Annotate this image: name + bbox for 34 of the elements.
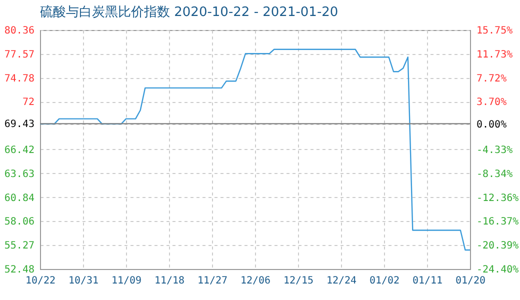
x-tick-label: 12/06 [240, 276, 271, 286]
x-tick-label: 01/02 [369, 276, 400, 286]
y-tick-label: 74.78 [4, 73, 34, 84]
y2-tick-label: 15.75% [476, 26, 513, 36]
y2-tick-label: -16.37% [476, 216, 519, 228]
y-tick-label: 80.36 [4, 26, 34, 36]
x-tick-label: 11/27 [197, 276, 228, 286]
x-tick-label: 12/15 [283, 276, 314, 286]
chart-title: 硫酸与白炭黑比价指数 2020-10-22 - 2021-01-20 [40, 5, 338, 20]
y-tick-label: 66.42 [4, 145, 34, 156]
y2-tick-label: -12.36% [476, 192, 519, 204]
x-tick-label: 01/20 [455, 276, 486, 286]
y-tick-label: 69.43 [4, 119, 34, 130]
y-tick-label: 52.48 [4, 264, 34, 276]
x-tick-label: 12/24 [326, 276, 357, 286]
y-tick-label: 60.84 [4, 192, 34, 204]
y2-tick-label: -24.40% [476, 264, 519, 276]
y2-tick-label: 7.72% [476, 73, 507, 84]
y-tick-label: 58.06 [4, 216, 34, 228]
y2-tick-label: 11.73% [476, 49, 513, 60]
y2-tick-label: -20.39% [476, 240, 519, 252]
x-tick-label: 01/11 [412, 276, 443, 286]
y-tick-label: 63.63 [4, 168, 34, 180]
y-tick-label: 77.57 [4, 49, 34, 60]
y2-tick-label: -4.33% [476, 145, 513, 156]
y2-tick-label: -8.34% [476, 168, 513, 180]
x-tick-label: 10/22 [25, 276, 56, 286]
y-tick-label: 55.27 [4, 240, 34, 252]
x-tick-label: 11/18 [154, 276, 185, 286]
y2-tick-label: 0.00% [476, 119, 507, 130]
y2-tick-label: 3.70% [476, 97, 507, 108]
x-tick-label: 10/31 [68, 276, 99, 286]
x-tick-label: 11/09 [111, 276, 142, 286]
y-tick-label: 72 [22, 97, 34, 108]
